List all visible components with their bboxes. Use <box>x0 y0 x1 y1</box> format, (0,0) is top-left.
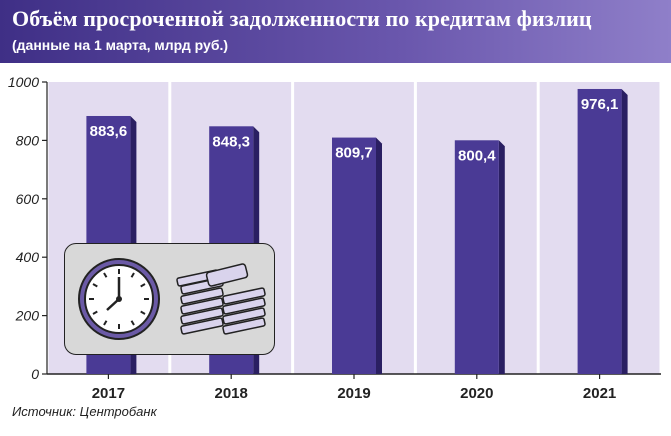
bar-value-label: 976,1 <box>581 96 619 113</box>
chart-header: Объём просроченной задолженности по кред… <box>0 0 671 63</box>
y-tick-label: 200 <box>15 308 40 324</box>
bar-side <box>376 137 382 374</box>
clock-icon <box>78 258 160 340</box>
y-tick-label: 600 <box>16 191 40 207</box>
icon-panel <box>64 243 275 355</box>
bar-side <box>621 88 628 375</box>
x-tick-label: 2017 <box>92 385 125 402</box>
chart-title: Объём просроченной задолженности по кред… <box>12 6 592 31</box>
x-tick-label: 2020 <box>460 385 493 402</box>
x-tick-label: 2019 <box>337 385 370 402</box>
x-tick-label: 2021 <box>583 385 616 402</box>
source-note: Источник: Центробанк <box>12 404 157 419</box>
bar <box>332 137 376 374</box>
y-tick-label: 800 <box>16 132 40 148</box>
bar <box>454 140 499 374</box>
bar-value-label: 800,4 <box>458 147 496 164</box>
bar-side <box>498 140 505 374</box>
y-tick-label: 400 <box>16 249 40 265</box>
y-tick-label: 1000 <box>8 74 39 90</box>
bar-value-label: 883,6 <box>90 123 128 140</box>
bar-value-label: 848,3 <box>212 133 250 150</box>
y-tick-label: 0 <box>31 366 39 382</box>
x-tick-label: 2018 <box>215 385 248 402</box>
bar <box>577 88 622 375</box>
money-stack-icon <box>176 263 266 335</box>
chart-subtitle: (данные на 1 марта, млрд руб.) <box>12 37 229 53</box>
bar-value-label: 809,7 <box>335 145 373 162</box>
